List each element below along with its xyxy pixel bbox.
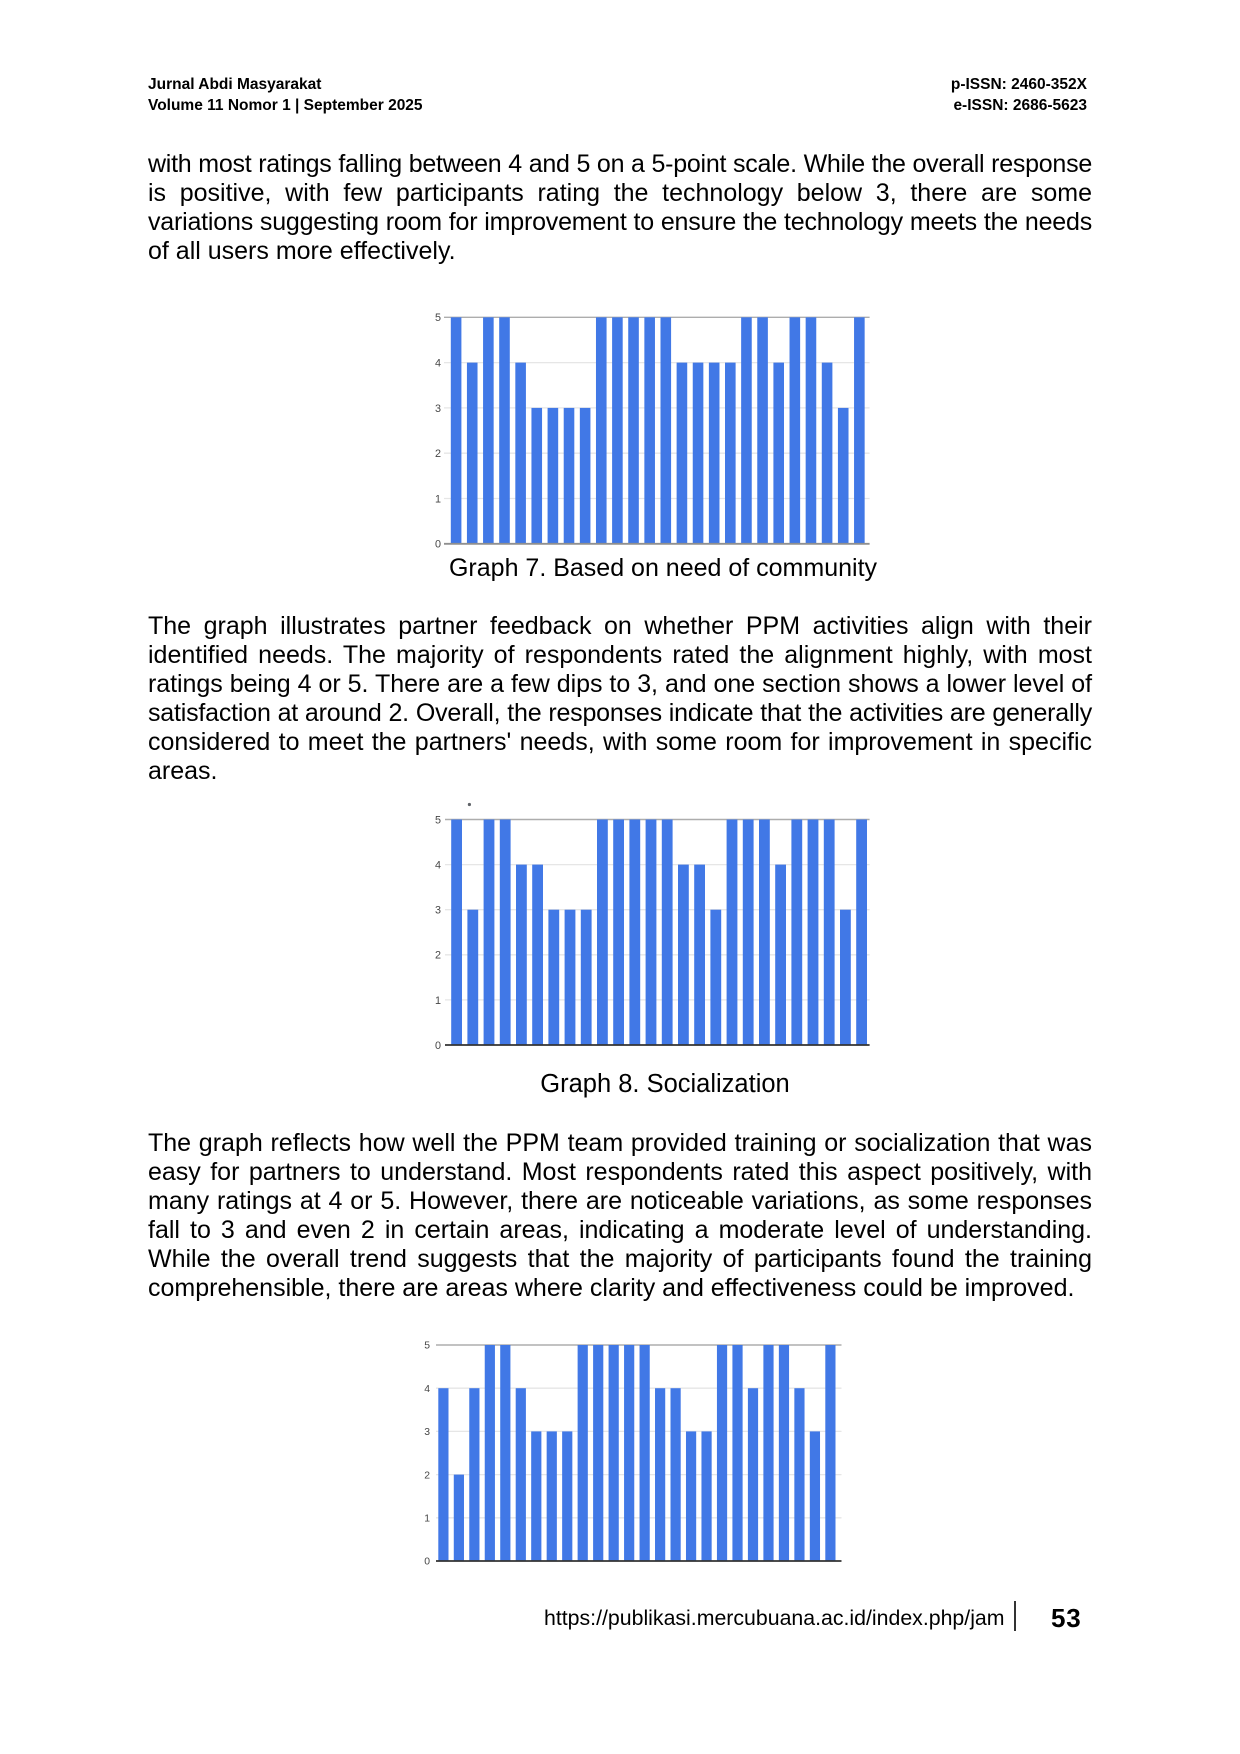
svg-text:5: 5	[435, 312, 441, 324]
svg-text:1: 1	[435, 995, 441, 1007]
svg-text:5: 5	[435, 814, 441, 826]
svg-text:4: 4	[435, 358, 441, 370]
svg-text:1: 1	[424, 1514, 430, 1525]
svg-text:1: 1	[435, 493, 441, 505]
svg-text:4: 4	[424, 1384, 430, 1395]
svg-text:4: 4	[435, 860, 441, 872]
svg-text:2: 2	[424, 1470, 430, 1481]
svg-text:0: 0	[435, 1040, 441, 1052]
svg-text:0: 0	[435, 539, 441, 551]
svg-text:3: 3	[424, 1427, 430, 1438]
svg-text:2: 2	[435, 448, 441, 460]
svg-text:0: 0	[424, 1557, 430, 1568]
svg-text:3: 3	[435, 403, 441, 415]
svg-text:2: 2	[435, 950, 441, 962]
svg-text:3: 3	[435, 905, 441, 917]
svg-text:5: 5	[424, 1341, 430, 1352]
